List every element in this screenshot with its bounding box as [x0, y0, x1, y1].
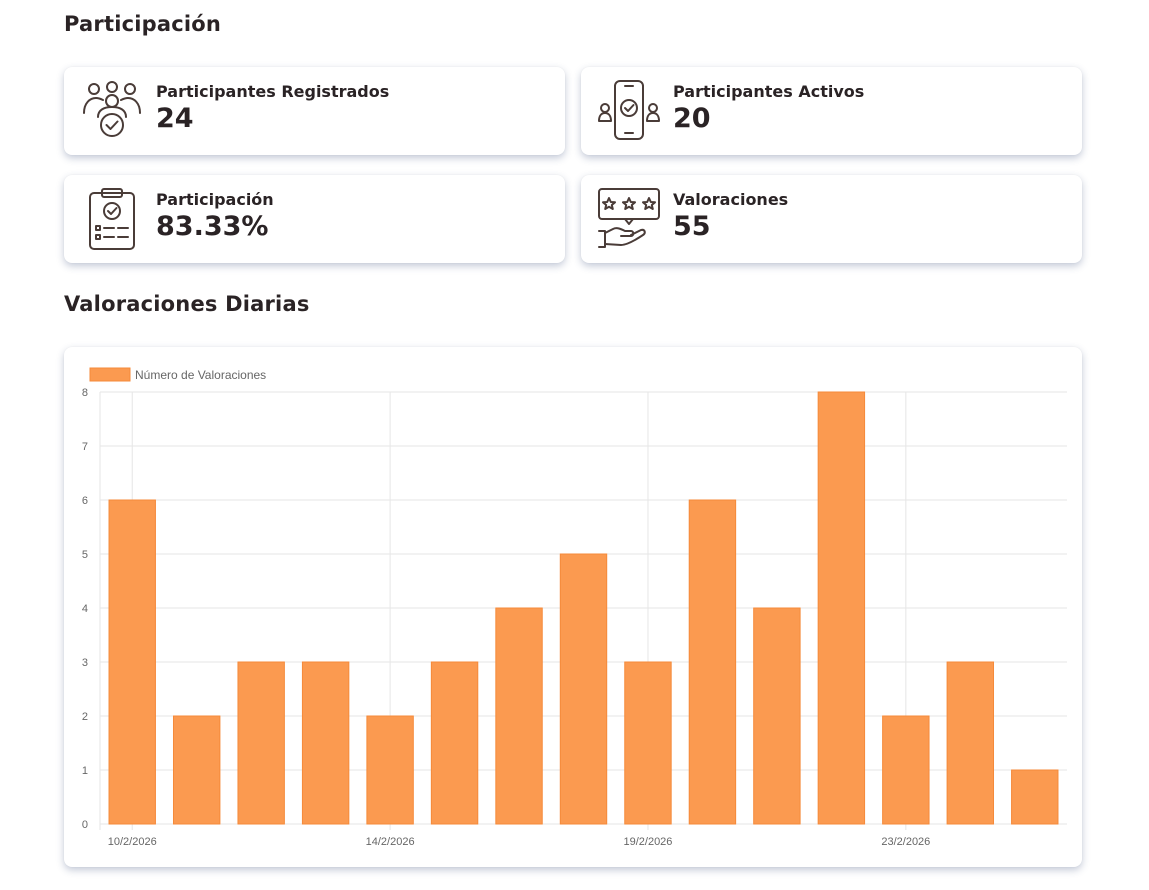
clipboard-check-icon — [89, 188, 135, 250]
registered-participants-label: Participantes Registrados — [156, 82, 390, 101]
daily-ratings-section-title: Valoraciones Diarias — [64, 292, 310, 316]
legend-label[interactable]: Número de Valoraciones — [135, 368, 266, 382]
bar-23-2-2026[interactable] — [882, 715, 930, 825]
bar-24-2-2026[interactable] — [946, 661, 995, 825]
y-tick-label: 8 — [82, 387, 88, 399]
participation-card: Participación 83.33% — [64, 175, 565, 263]
bar-20-2-2026[interactable] — [688, 499, 737, 825]
star-rating-icon — [598, 188, 660, 248]
ratings-label: Valoraciones — [673, 190, 789, 209]
ratings-value: 55 — [673, 211, 711, 242]
bar-13-2-2026[interactable] — [301, 661, 350, 825]
bar-19-2-2026[interactable] — [624, 661, 672, 825]
bar-16-2-2026[interactable] — [495, 607, 543, 825]
daily-ratings-chart-card: 0 1 2 3 4 5 6 7 8 10/2/2026 14/2/2026 19/2/2026 23/2… — [64, 347, 1082, 867]
users-check-icon — [83, 81, 141, 137]
registered-participants-value: 24 — [156, 103, 194, 134]
phone-users-icon — [598, 80, 660, 140]
y-tick-label: 1 — [82, 765, 88, 777]
daily-ratings-bar-chart: 0 1 2 3 4 5 6 7 8 10/2/2026 14/2/2026 19/2/2026 23/2… — [82, 367, 1067, 848]
y-tick-label: 2 — [82, 711, 88, 723]
y-tick-label: 4 — [82, 603, 88, 615]
bar-25-2-2026[interactable] — [1011, 769, 1059, 825]
registered-participants-card: Participantes Registrados 24 — [64, 67, 565, 155]
x-tick-label: 14/2/2026 — [366, 836, 415, 848]
y-tick-label: 6 — [82, 495, 88, 507]
bar-17-2-2026[interactable] — [559, 553, 608, 825]
participation-section-title: Participación — [64, 12, 222, 36]
participation-label: Participación — [156, 190, 274, 209]
legend-swatch[interactable] — [89, 367, 131, 382]
bar-22-2-2026[interactable] — [817, 391, 866, 825]
active-participants-value: 20 — [673, 103, 711, 134]
bar-21-2-2026[interactable] — [753, 607, 801, 825]
bar-10-2-2026[interactable] — [108, 499, 156, 825]
bar-11-2-2026[interactable] — [172, 715, 221, 825]
x-tick-label: 23/2/2026 — [881, 836, 930, 848]
x-tick-label: 19/2/2026 — [623, 836, 672, 848]
ratings-card: Valoraciones 55 — [581, 175, 1082, 263]
bar-14-2-2026[interactable] — [366, 715, 414, 825]
y-tick-label: 5 — [82, 549, 88, 561]
active-participants-label: Participantes Activos — [673, 82, 865, 101]
bar-12-2-2026[interactable] — [237, 661, 285, 825]
y-tick-label: 7 — [82, 441, 88, 453]
bar-15-2-2026[interactable] — [430, 661, 479, 825]
y-tick-label: 3 — [82, 657, 88, 669]
y-tick-label: 0 — [82, 819, 88, 831]
active-participants-card: Participantes Activos 20 — [581, 67, 1082, 155]
participation-value: 83.33% — [156, 211, 269, 242]
x-tick-label: 10/2/2026 — [108, 836, 157, 848]
